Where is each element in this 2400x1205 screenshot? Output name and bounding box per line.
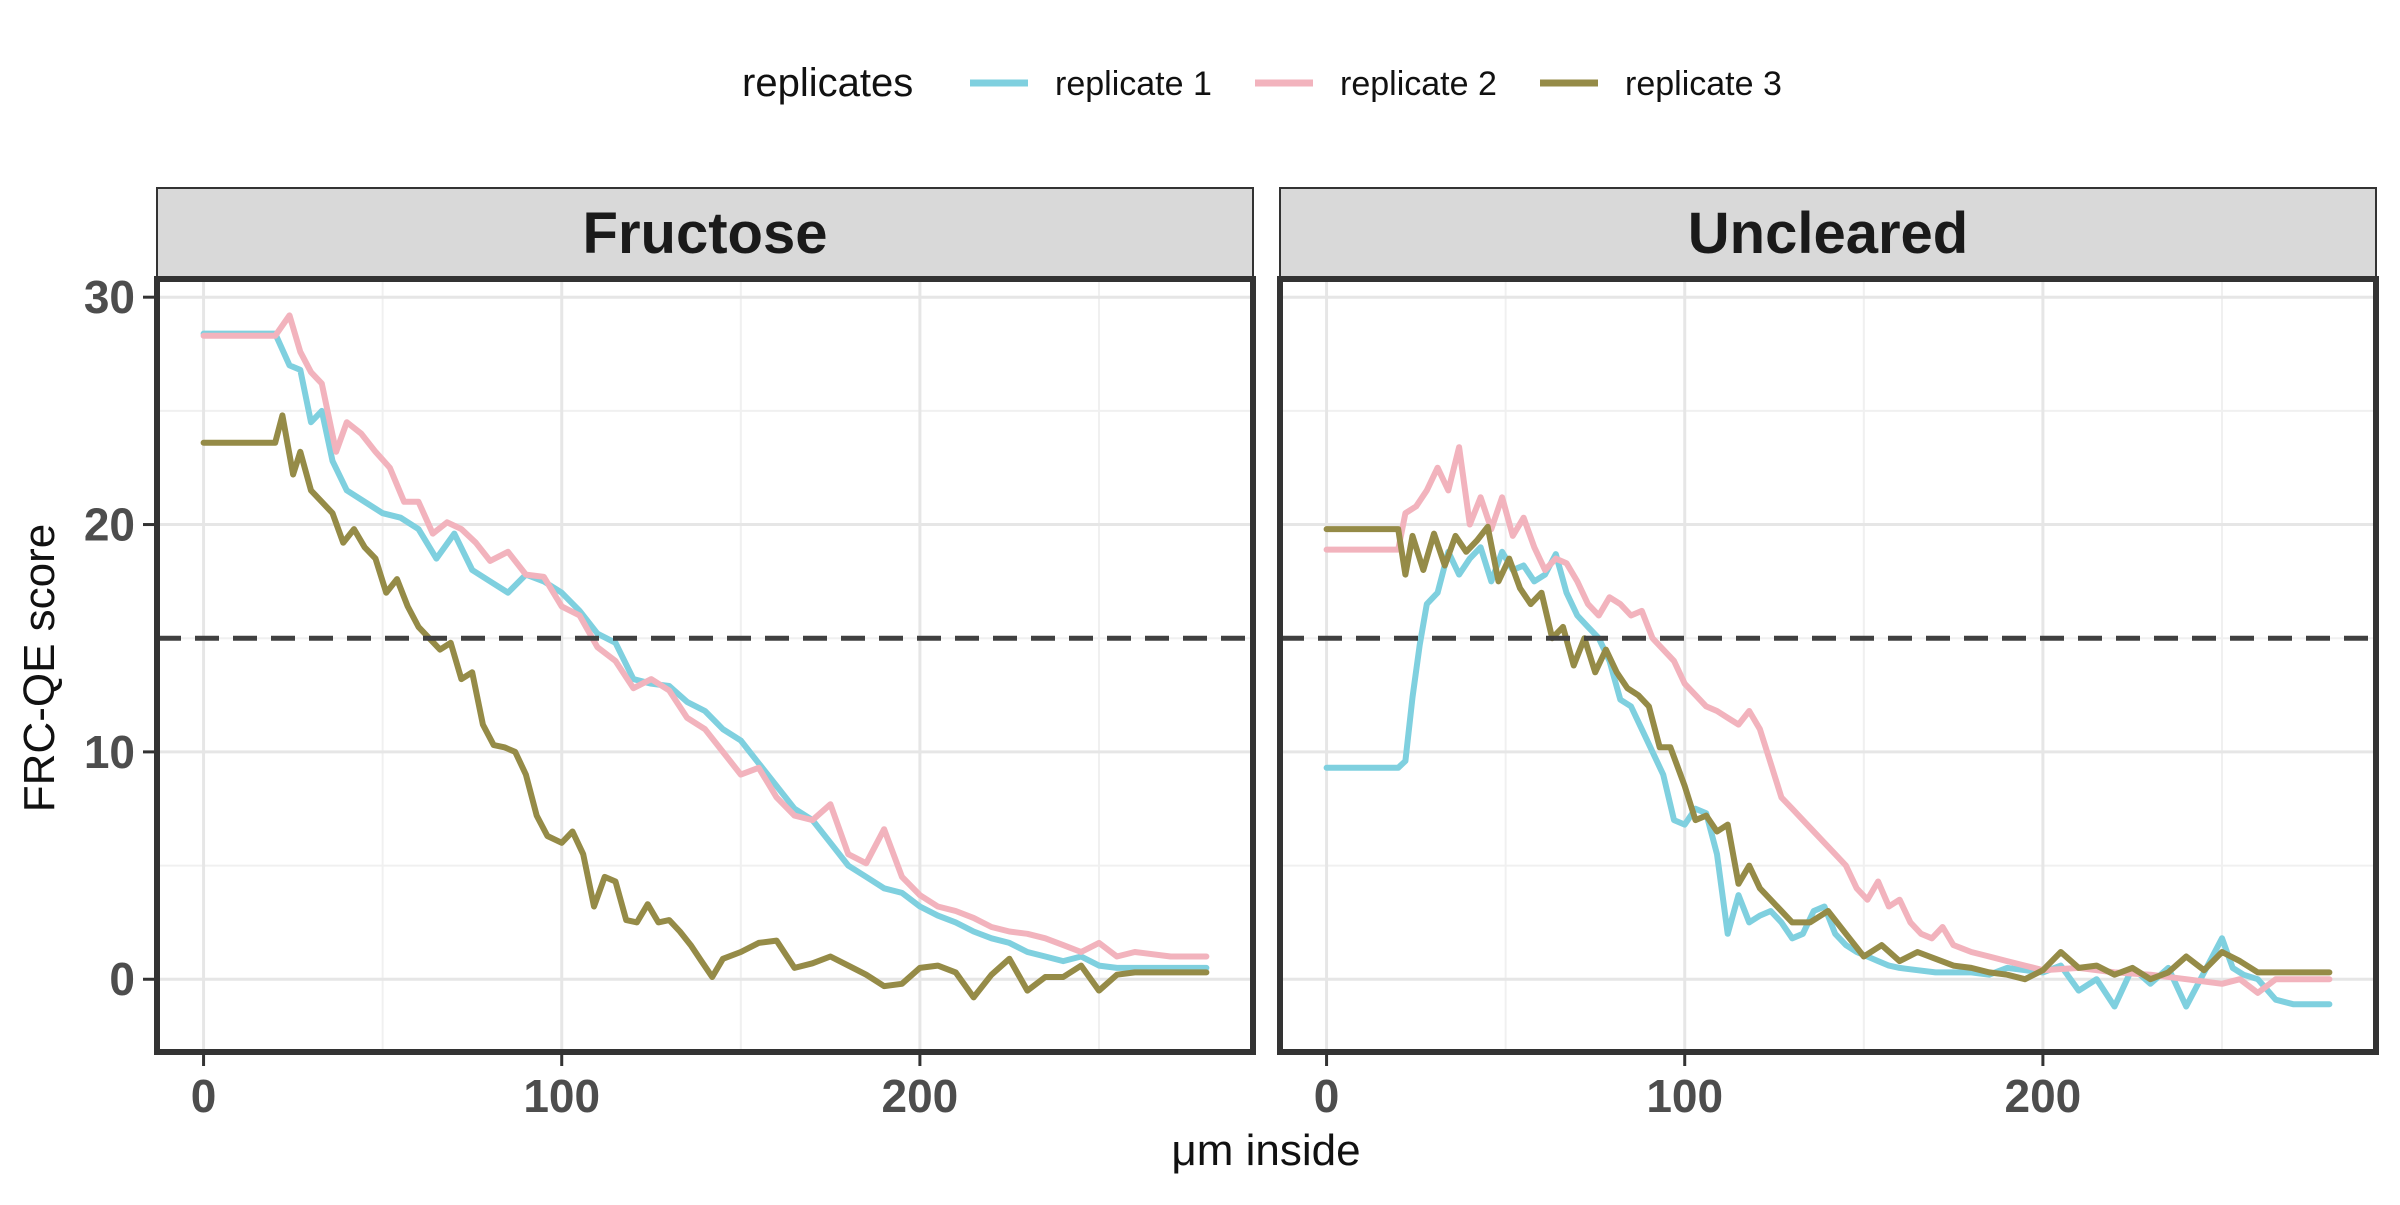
legend-title: replicates (742, 61, 913, 105)
x-tick-label: 100 (1646, 1070, 1723, 1122)
series-line-replicate-2 (200, 312, 1210, 960)
y-tick-label: 0 (109, 953, 135, 1005)
legend-label: replicate 1 (1055, 65, 1212, 103)
series-line-replicate-3 (1323, 523, 2333, 983)
panel-border (154, 276, 1256, 1055)
x-axis-title: μm inside (1171, 1126, 1360, 1175)
series-line-replicate-3 (200, 412, 1210, 1001)
facet-strip-label: Uncleared (1688, 201, 1968, 266)
y-axis-title: FRC-QE score (15, 524, 64, 812)
series-line-replicate-2 (1323, 444, 2333, 996)
legend-entry: replicate 2 (1255, 65, 1497, 103)
legend: replicates replicate 1 replicate 2 replicat… (742, 61, 1782, 105)
panel-background (157, 279, 1253, 1052)
facet-panel: Uncleared 0 100 200 (1277, 187, 2379, 1122)
x-tick-label: 0 (191, 1070, 217, 1122)
series-line-replicate-1 (200, 330, 1210, 971)
facet-panels: Fructose 0 100 200 Uncleared 0 100 200 0 10 20 30 (84, 187, 2379, 1122)
y-tick-label: 30 (84, 271, 135, 323)
x-tick-label: 200 (2005, 1070, 2082, 1122)
legend-entry: replicate 1 (970, 65, 1212, 103)
facet-strip (156, 187, 1254, 280)
x-tick-label: 0 (1314, 1070, 1340, 1122)
facet-panel: Fructose 0 100 200 (154, 187, 1256, 1122)
series-line-replicate-1 (1323, 544, 2333, 1010)
legend-label: replicate 3 (1625, 65, 1782, 103)
x-tick-label: 200 (882, 1070, 959, 1122)
y-axis: 0 10 20 30 (84, 271, 154, 1005)
facet-strip (1279, 187, 2377, 280)
y-tick-label: 20 (84, 499, 135, 551)
facet-strip-label: Fructose (583, 201, 828, 266)
x-tick-label: 100 (523, 1070, 600, 1122)
legend-label: replicate 2 (1340, 65, 1497, 103)
panel-background (1280, 279, 2376, 1052)
y-tick-label: 10 (84, 726, 135, 778)
legend-entry: replicate 3 (1540, 65, 1782, 103)
panel-border (1277, 276, 2379, 1055)
